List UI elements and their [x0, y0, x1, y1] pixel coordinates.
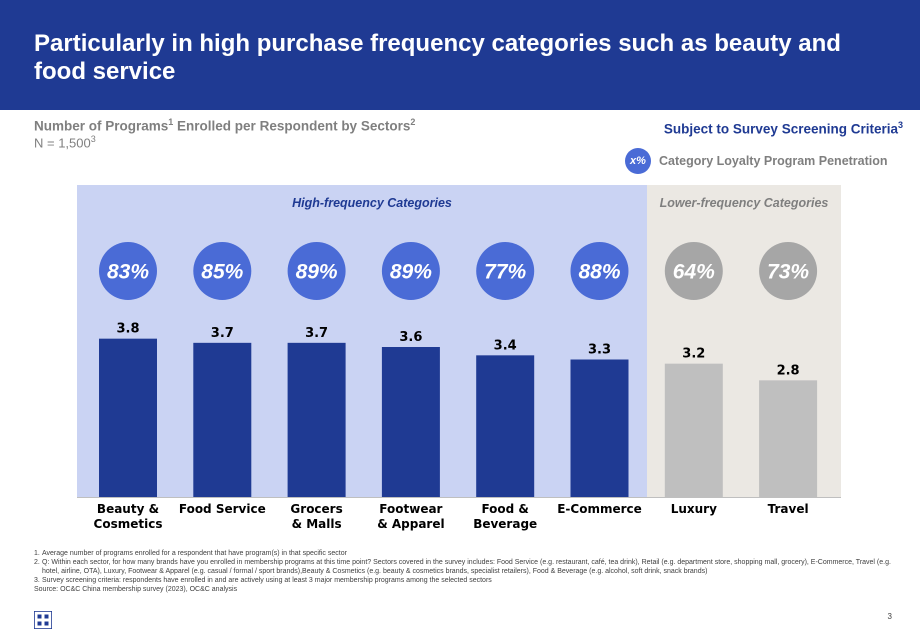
page-number: 3: [887, 612, 892, 621]
penetration-circle-7: [759, 242, 818, 300]
footnote-1: 1. Average number of programs enrolled fo…: [34, 549, 894, 558]
source-note: Source: OC&C China membership survey (20…: [34, 586, 238, 593]
penetration-circle-2: [287, 242, 346, 300]
bar-7: [759, 380, 818, 497]
footnote-1-text: Average number of programs enrolled for …: [42, 550, 347, 557]
footnote-ref-1: 1: [168, 117, 174, 127]
category-label-2: Grocers & Malls: [290, 502, 342, 531]
bar-5: [570, 359, 629, 497]
legend-penetration-label: Category Loyalty Program Penetration: [659, 154, 888, 168]
screening-criteria-text: Subject to Survey Screening Criteria: [663, 121, 898, 137]
high-frequency-panel: [77, 185, 647, 498]
footnote-ref-3: 3: [90, 134, 96, 144]
value-label-3: 3.6: [399, 330, 422, 345]
chart-subtitle-text: Number of Programs: [34, 118, 169, 134]
category-label-7: Travel: [768, 502, 809, 516]
chart-subtitle-text-2: Enrolled per Respondent by Sectors: [173, 118, 411, 134]
category-label-6: Luxury: [671, 502, 717, 516]
value-label-0: 3.8: [116, 322, 139, 337]
penetration-circle-5: [570, 242, 629, 300]
screening-criteria-note: Subject to Survey Screening Criteria3: [664, 120, 903, 137]
category-label-5: E-Commerce: [557, 502, 642, 516]
bar-4: [476, 355, 535, 497]
penetration-circle-4: [476, 242, 535, 300]
company-logo-icon: [34, 611, 52, 629]
footnote-2: 2. Q: Within each sector, for how many br…: [34, 558, 894, 576]
chart-subtitle: Number of Programs1 Enrolled per Respond…: [34, 117, 415, 134]
footnote-1-num: 1.: [34, 550, 40, 557]
high-frequency-label: High-frequency Categories: [292, 196, 452, 210]
footnote-3: 3. Survey screening criteria: respondents…: [34, 576, 894, 585]
category-label-3: Footwear & Apparel: [377, 502, 444, 531]
penetration-label-5: 88%: [578, 261, 620, 284]
footnotes: 1. Average number of programs enrolled fo…: [34, 549, 894, 594]
footnote-3-num: 3.: [34, 577, 40, 584]
category-label-0: Beauty & Cosmetics: [94, 502, 163, 531]
legend-penetration-symbol: x%: [625, 148, 651, 174]
bar-6: [664, 363, 723, 497]
value-label-4: 3.4: [494, 338, 517, 353]
bar-2: [287, 342, 346, 497]
value-label-1: 3.7: [211, 326, 234, 341]
criteria-footnote-ref: 3: [897, 120, 903, 130]
category-label-1: Food Service: [179, 502, 266, 516]
penetration-circle-6: [664, 242, 723, 300]
penetration-circle-1: [193, 242, 252, 300]
footnote-2-num: 2.: [34, 559, 40, 566]
bar-1: [193, 342, 252, 497]
chart-baseline: [77, 497, 841, 498]
footnote-2-text: Q: Within each sector, for how many bran…: [42, 559, 891, 575]
sample-size: N = 1,5003: [34, 134, 96, 150]
penetration-label-2: 89%: [296, 261, 338, 284]
penetration-circle-3: [381, 242, 440, 300]
bar-3: [381, 347, 440, 497]
penetration-label-7: 73%: [767, 261, 809, 284]
penetration-label-4: 77%: [484, 261, 526, 284]
footnote-ref-2: 2: [410, 117, 416, 127]
penetration-label-6: 64%: [673, 261, 715, 284]
lower-frequency-label: Lower-frequency Categories: [659, 196, 829, 210]
category-label-4: Food & Beverage: [473, 502, 537, 531]
penetration-label-3: 89%: [390, 261, 432, 284]
value-label-7: 2.8: [777, 363, 800, 378]
value-label-5: 3.3: [588, 343, 611, 358]
sample-size-text: N = 1,500: [34, 135, 91, 151]
page-title: Particularly in high purchase frequency …: [34, 30, 841, 85]
header-banner: Particularly in high purchase frequency …: [0, 0, 920, 110]
penetration-label-0: 83%: [107, 261, 149, 284]
bar-0: [99, 338, 157, 497]
value-label-2: 3.7: [305, 326, 328, 341]
penetration-label-1: 85%: [201, 261, 243, 284]
penetration-circle-0: [99, 242, 157, 300]
footnote-3-text: Survey screening criteria: respondents h…: [42, 577, 492, 584]
value-label-6: 3.2: [682, 347, 705, 362]
